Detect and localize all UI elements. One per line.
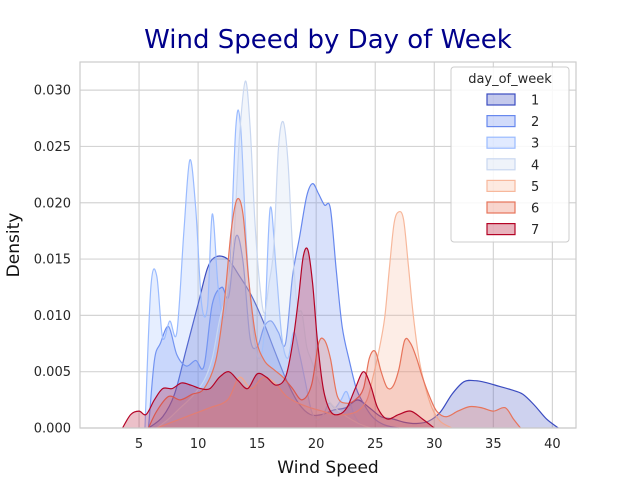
- legend-swatch-6: [486, 201, 516, 214]
- y-tick-label: 0.015: [34, 253, 71, 268]
- x-tick-label: 20: [308, 437, 325, 452]
- legend-swatch-2: [486, 114, 516, 128]
- legend-swatch-3: [486, 136, 516, 149]
- density-area-3: [144, 110, 364, 428]
- legend-label-2: 2: [531, 115, 539, 130]
- density-area-2: [148, 183, 399, 428]
- legend-label-3: 3: [531, 137, 539, 152]
- density-area-6: [148, 198, 521, 428]
- y-tick-label: 0.025: [34, 140, 71, 155]
- x-tick-label: 40: [544, 437, 561, 452]
- y-axis-label: Density: [4, 213, 24, 278]
- legend-items: 1 2 3 4 5 6 7: [486, 93, 539, 238]
- x-axis: 5 10 15 20 25 30 35 40: [135, 437, 561, 452]
- x-axis-label: Wind Speed: [277, 458, 378, 478]
- legend-swatch-7: [486, 223, 516, 236]
- density-line-4: [156, 80, 371, 429]
- legend-label-5: 5: [531, 180, 539, 195]
- density-line-7: [121, 247, 435, 429]
- y-tick-label: 0.000: [34, 422, 71, 437]
- legend-swatch-5: [486, 179, 516, 192]
- legend-swatch-1: [486, 93, 516, 106]
- density-area-7: [122, 248, 435, 428]
- legend-label-4: 4: [531, 158, 539, 173]
- y-axis: 0.000 0.005 0.010 0.015 0.020 0.025 0.030: [34, 84, 71, 437]
- legend-title: day_of_week: [468, 72, 552, 87]
- legend-label-6: 6: [531, 202, 539, 217]
- x-tick-label: 25: [367, 437, 384, 452]
- plot-border: [79, 61, 577, 429]
- density-area-5: [156, 211, 452, 428]
- x-tick-label: 15: [249, 437, 266, 452]
- legend-box: [450, 66, 570, 243]
- legend-label-7: 7: [531, 223, 539, 238]
- legend: day_of_week 1 2 3 4 5 6 7: [450, 66, 570, 243]
- legend-swatch-4: [486, 158, 516, 171]
- x-tick-label: 10: [190, 437, 207, 452]
- x-tick-label: 35: [485, 437, 502, 452]
- y-tick-label: 0.005: [34, 365, 71, 380]
- density-line-5: [156, 210, 453, 429]
- density-line-1: [148, 255, 559, 429]
- legend-label-1: 1: [531, 94, 539, 109]
- density-line-6: [147, 197, 521, 429]
- y-tick-label: 0.020: [34, 196, 71, 211]
- y-tick-label: 0.030: [34, 84, 71, 99]
- grid: [80, 62, 576, 429]
- x-tick-label: 5: [135, 437, 143, 452]
- x-tick-label: 30: [426, 437, 443, 452]
- density-line-2: [147, 183, 399, 429]
- density-areas: [121, 80, 559, 429]
- chart-title: Wind Speed by Day of Week: [144, 25, 512, 55]
- y-tick-label: 0.010: [34, 309, 71, 324]
